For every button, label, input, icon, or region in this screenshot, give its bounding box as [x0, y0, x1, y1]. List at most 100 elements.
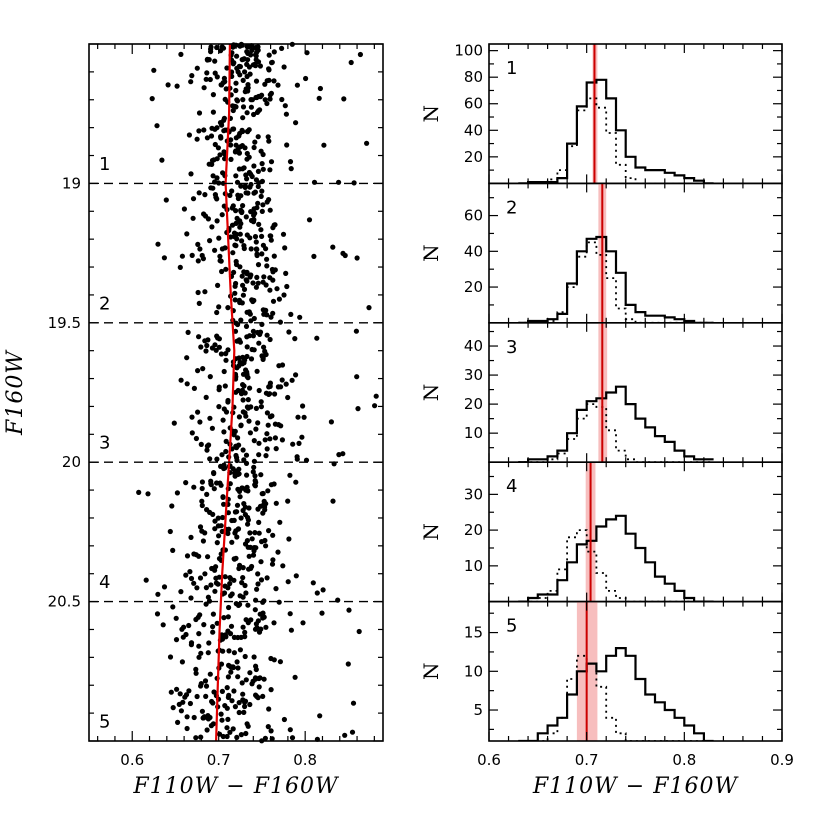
cmd-point [223, 438, 229, 444]
cmd-point [277, 659, 283, 665]
cmd-point [244, 721, 250, 727]
hist-y-axis-title: N [419, 663, 443, 681]
cmd-point [269, 266, 275, 273]
cmd-point [143, 577, 149, 583]
cmd-point [216, 556, 223, 562]
cmd-x-tick-label: 0.8 [293, 751, 317, 769]
cmd-point [212, 526, 218, 532]
cmd-point [225, 530, 231, 537]
hist-frame [488, 182, 783, 324]
cmd-point [243, 590, 249, 596]
cmd-point [197, 246, 203, 252]
cmd-point [223, 357, 229, 363]
cmd-point [252, 473, 258, 479]
cmd-point [255, 200, 261, 206]
cmd-point [246, 418, 252, 424]
cmd-point [233, 555, 239, 561]
cmd-point [249, 173, 255, 180]
cmd-point [189, 430, 195, 436]
cmd-point [330, 244, 336, 250]
cmd-point [256, 684, 262, 690]
cmd-point [250, 297, 256, 303]
cmd-point [222, 79, 228, 85]
cmd-point [243, 487, 249, 493]
cmd-point [193, 435, 199, 442]
cmd-point [260, 307, 266, 313]
cmd-point [248, 181, 254, 188]
cmd-point [234, 659, 240, 665]
cmd-point [229, 222, 236, 228]
cmd-point [267, 336, 273, 343]
hist-y-tick-label: 60 [464, 95, 483, 113]
cmd-point [231, 650, 237, 656]
cmd-point [184, 725, 190, 732]
cmd-point [167, 654, 174, 660]
cmd-point [239, 238, 245, 244]
cmd-y-tick-label: 19.5 [48, 314, 81, 332]
cmd-point [263, 624, 269, 630]
cmd-point [267, 275, 273, 281]
cmd-point [247, 430, 253, 436]
cmd-point [253, 239, 259, 245]
cmd-point [239, 209, 245, 215]
cmd-point [260, 615, 266, 621]
cmd-point [200, 256, 206, 262]
cmd-point [184, 231, 190, 237]
cmd-point [317, 85, 323, 92]
cmd-point [225, 347, 231, 353]
cmd-point [218, 661, 225, 667]
cmd-point [287, 159, 294, 165]
cmd-point [209, 125, 215, 131]
cmd-point [233, 87, 239, 94]
cmd-point [209, 565, 215, 572]
cmd-point [197, 612, 203, 618]
cmd-point [278, 384, 284, 390]
cmd-point [226, 692, 232, 699]
cmd-point [173, 637, 180, 643]
cmd-point [266, 528, 272, 534]
cmd-point [283, 270, 289, 276]
cmd-point [207, 456, 213, 462]
cmd-point [317, 713, 323, 719]
cmd-point [285, 394, 291, 401]
cmd-point [181, 206, 187, 212]
cmd-point [202, 571, 208, 577]
cmd-point [286, 329, 292, 335]
cmd-point [194, 585, 200, 591]
cmd-point [165, 82, 171, 88]
hist-y-axis-title: N [419, 384, 443, 402]
cmd-point [256, 387, 262, 394]
cmd-point [212, 192, 218, 198]
cmd-point [222, 96, 228, 102]
cmd-point [242, 703, 248, 710]
cmd-point [240, 292, 246, 298]
cmd-point [202, 338, 208, 344]
cmd-point [247, 530, 253, 536]
cmd-point [169, 503, 175, 509]
cmd-point [245, 129, 251, 135]
cmd-point [230, 726, 236, 732]
cmd-point [194, 65, 200, 71]
cmd-point [275, 549, 281, 555]
cmd-point [179, 253, 185, 259]
hist-solid-series [518, 235, 714, 323]
cmd-point [251, 438, 257, 444]
cmd-point [216, 344, 222, 350]
cmd-point [198, 734, 204, 740]
cmd-point [234, 457, 240, 464]
cmd-point [299, 434, 305, 440]
cmd-point [218, 135, 224, 141]
cmd-point [218, 463, 224, 469]
cmd-point [251, 111, 257, 118]
cmd-point [268, 237, 274, 243]
cmd-point [320, 587, 326, 593]
cmd-point [293, 479, 299, 485]
cmd-point [201, 127, 207, 133]
cmd-point [151, 67, 157, 73]
cmd-point [242, 511, 248, 518]
cmd-point [212, 58, 218, 64]
cmd-point [184, 553, 191, 559]
cmd-point [251, 347, 257, 353]
cmd-point [240, 115, 246, 121]
cmd-point [232, 242, 238, 248]
